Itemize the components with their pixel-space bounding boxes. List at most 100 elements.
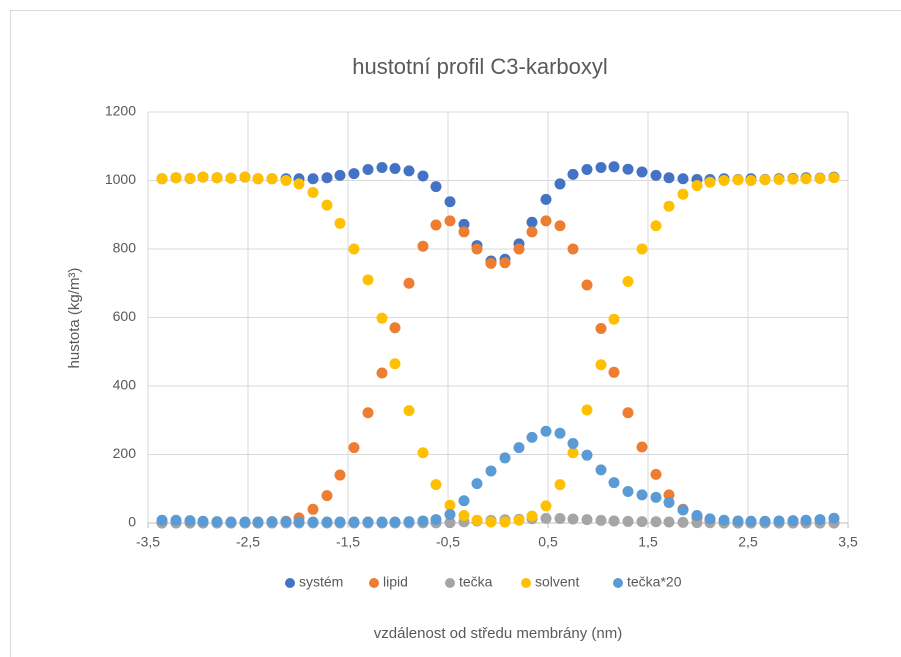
- point: [608, 515, 620, 527]
- point: [622, 485, 634, 497]
- point: [595, 161, 607, 173]
- point: [307, 186, 319, 198]
- point: [321, 490, 333, 502]
- point: [622, 276, 634, 288]
- point: [787, 173, 799, 185]
- point: [608, 313, 620, 325]
- point: [526, 510, 538, 522]
- point: [430, 181, 442, 193]
- point: [513, 243, 525, 255]
- point: [417, 240, 429, 252]
- point: [499, 452, 511, 464]
- point: [184, 172, 196, 184]
- point: [252, 516, 264, 528]
- point: [280, 175, 292, 186]
- point: [828, 172, 840, 184]
- point: [581, 279, 593, 291]
- point: [321, 516, 333, 528]
- point: [663, 496, 675, 508]
- chart-title: hustotní profil C3-karboxyl: [352, 54, 608, 79]
- point: [170, 514, 182, 526]
- point: [471, 243, 483, 255]
- point: [197, 171, 209, 183]
- point: [540, 215, 552, 227]
- point: [691, 509, 703, 521]
- x-tick-label: 1,5: [638, 534, 658, 550]
- legend-label: tečka: [459, 574, 493, 590]
- point: [526, 226, 538, 238]
- legend-label: systém: [299, 574, 343, 590]
- point: [444, 499, 456, 511]
- point: [595, 322, 607, 334]
- point: [608, 477, 620, 489]
- point: [471, 514, 483, 526]
- point: [800, 514, 812, 526]
- point: [595, 514, 607, 526]
- point: [417, 447, 429, 459]
- point: [471, 478, 483, 490]
- point: [376, 312, 388, 324]
- point: [540, 512, 552, 524]
- point: [513, 514, 525, 526]
- point: [554, 427, 566, 439]
- point: [156, 514, 168, 526]
- point: [403, 516, 415, 528]
- point: [554, 220, 566, 232]
- point: [389, 163, 401, 175]
- point: [814, 172, 826, 184]
- point: [704, 176, 716, 188]
- point: [239, 516, 251, 528]
- point: [677, 504, 689, 516]
- point: [567, 168, 579, 180]
- y-tick-label: 400: [113, 377, 137, 393]
- point: [718, 175, 730, 186]
- point: [376, 367, 388, 379]
- point: [362, 274, 374, 286]
- point: [526, 216, 538, 228]
- point: [636, 489, 648, 501]
- point: [814, 514, 826, 526]
- point: [376, 516, 388, 528]
- chart-frame: [10, 10, 901, 657]
- point: [348, 516, 360, 528]
- point: [293, 178, 305, 190]
- point: [499, 516, 511, 528]
- point: [581, 514, 593, 526]
- x-tick-label: -0,5: [436, 534, 460, 550]
- point: [293, 516, 305, 528]
- point: [663, 200, 675, 212]
- point: [444, 196, 456, 208]
- point: [348, 243, 360, 255]
- point: [417, 170, 429, 182]
- point: [567, 438, 579, 450]
- legend-marker: [521, 578, 531, 588]
- point: [787, 515, 799, 527]
- point: [567, 513, 579, 525]
- point: [663, 516, 675, 528]
- point: [581, 404, 593, 416]
- point: [225, 516, 237, 528]
- point: [636, 243, 648, 255]
- point: [334, 516, 346, 528]
- point: [773, 173, 785, 185]
- legend-marker: [369, 578, 379, 588]
- point: [280, 516, 292, 528]
- y-tick-label: 0: [128, 514, 136, 530]
- point: [239, 171, 251, 183]
- point: [650, 169, 662, 181]
- point: [307, 503, 319, 515]
- point: [389, 516, 401, 528]
- point: [650, 516, 662, 528]
- point: [759, 515, 771, 527]
- legend-marker: [445, 578, 455, 588]
- point: [376, 161, 388, 173]
- point: [800, 173, 812, 185]
- point: [677, 516, 689, 528]
- x-tick-label: 2,5: [738, 534, 758, 550]
- point: [636, 516, 648, 528]
- point: [622, 515, 634, 527]
- point: [430, 219, 442, 231]
- legend-label: solvent: [535, 574, 579, 590]
- legend-marker: [613, 578, 623, 588]
